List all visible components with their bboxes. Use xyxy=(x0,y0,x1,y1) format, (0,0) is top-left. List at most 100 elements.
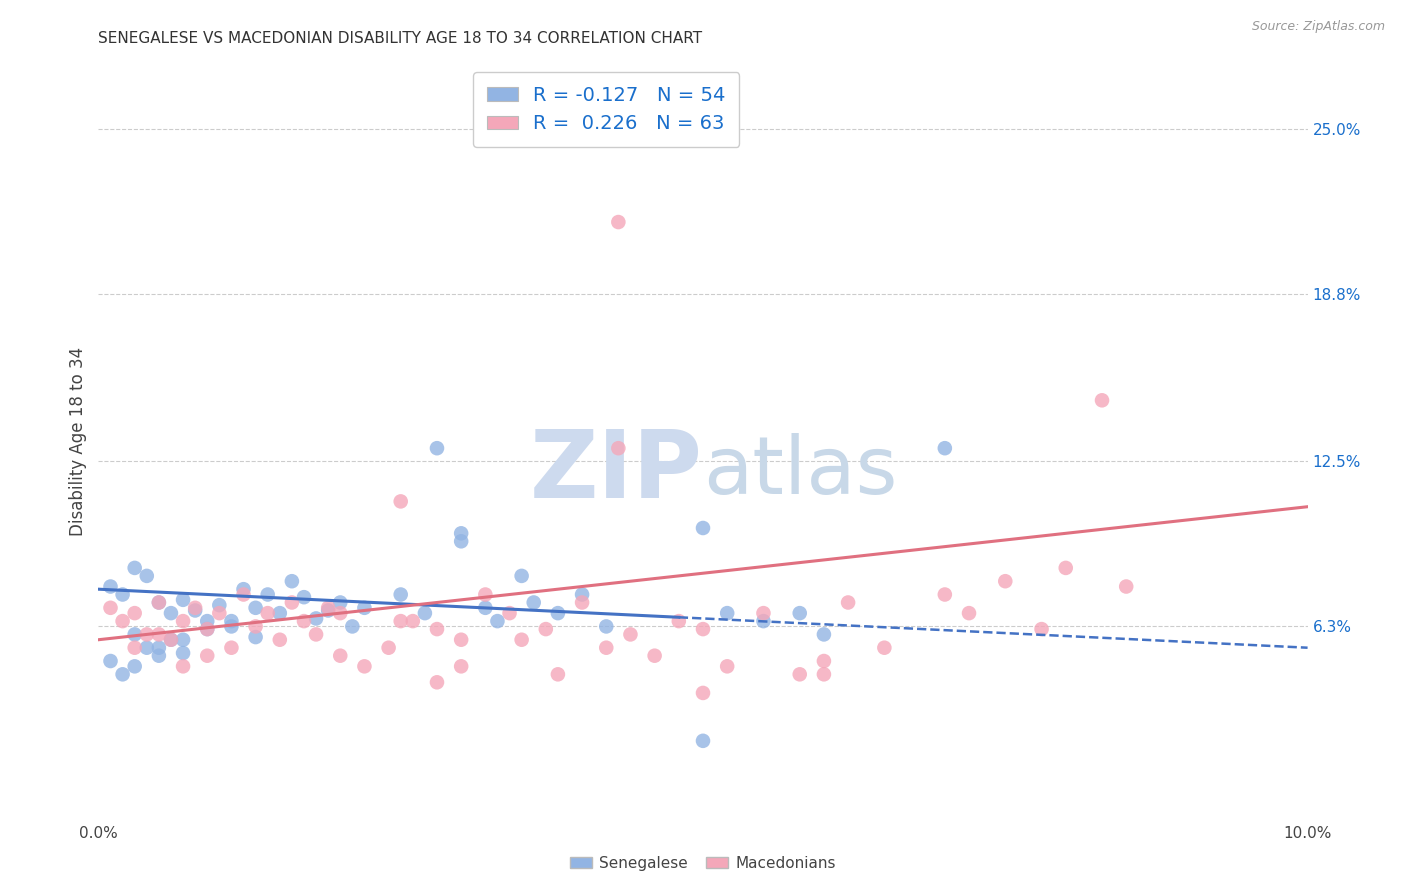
Point xyxy=(994,574,1017,589)
Point xyxy=(934,441,956,455)
Point xyxy=(160,632,183,647)
Point xyxy=(534,622,557,636)
Point xyxy=(195,648,218,663)
Point xyxy=(148,595,170,609)
Point xyxy=(789,606,811,620)
Point xyxy=(389,587,412,601)
Point xyxy=(1091,393,1114,408)
Legend: R = -0.127   N = 54, R =  0.226   N = 63: R = -0.127 N = 54, R = 0.226 N = 63 xyxy=(474,72,740,147)
Point xyxy=(510,569,533,583)
Point xyxy=(195,614,218,628)
Point xyxy=(316,603,339,617)
Point xyxy=(353,600,375,615)
Point xyxy=(148,648,170,663)
Point xyxy=(124,561,146,575)
Point xyxy=(752,606,775,620)
Point xyxy=(111,614,134,628)
Point xyxy=(644,648,666,663)
Point xyxy=(342,619,364,633)
Point xyxy=(595,619,617,633)
Point xyxy=(172,646,194,660)
Point xyxy=(305,627,328,641)
Point xyxy=(269,632,291,647)
Point xyxy=(607,441,630,455)
Point xyxy=(523,595,546,609)
Point xyxy=(100,600,122,615)
Point xyxy=(221,614,243,628)
Point xyxy=(172,614,194,628)
Point xyxy=(184,600,207,615)
Point xyxy=(813,654,835,668)
Point xyxy=(1054,561,1077,575)
Point xyxy=(329,648,352,663)
Point xyxy=(813,667,835,681)
Y-axis label: Disability Age 18 to 34: Disability Age 18 to 34 xyxy=(69,347,87,536)
Point xyxy=(389,494,412,508)
Point xyxy=(474,587,496,601)
Point xyxy=(547,667,569,681)
Point xyxy=(148,595,170,609)
Point xyxy=(221,640,243,655)
Point xyxy=(873,640,896,655)
Point xyxy=(135,569,157,583)
Point xyxy=(316,600,339,615)
Point xyxy=(389,614,412,628)
Point xyxy=(100,654,122,668)
Point xyxy=(450,526,472,541)
Point xyxy=(124,627,146,641)
Point xyxy=(571,587,593,601)
Point xyxy=(498,606,520,620)
Point xyxy=(752,614,775,628)
Point xyxy=(148,640,170,655)
Point xyxy=(426,441,449,455)
Point xyxy=(692,686,714,700)
Point xyxy=(232,587,254,601)
Point xyxy=(692,521,714,535)
Point xyxy=(716,606,738,620)
Point xyxy=(450,659,472,673)
Point xyxy=(486,614,509,628)
Point xyxy=(450,632,472,647)
Point xyxy=(547,606,569,620)
Point xyxy=(595,640,617,655)
Point xyxy=(377,640,399,655)
Point xyxy=(195,622,218,636)
Point xyxy=(692,622,714,636)
Point xyxy=(450,534,472,549)
Point xyxy=(256,606,278,620)
Point xyxy=(1031,622,1053,636)
Point xyxy=(716,659,738,673)
Legend: Senegalese, Macedonians: Senegalese, Macedonians xyxy=(564,850,842,877)
Point xyxy=(160,632,183,647)
Point xyxy=(172,659,194,673)
Point xyxy=(957,606,980,620)
Point xyxy=(269,606,291,620)
Point xyxy=(402,614,425,628)
Point xyxy=(413,606,436,620)
Point xyxy=(195,622,218,636)
Text: ZIP: ZIP xyxy=(530,425,703,518)
Point xyxy=(124,606,146,620)
Text: atlas: atlas xyxy=(703,433,897,511)
Point xyxy=(221,619,243,633)
Text: SENEGALESE VS MACEDONIAN DISABILITY AGE 18 TO 34 CORRELATION CHART: SENEGALESE VS MACEDONIAN DISABILITY AGE … xyxy=(98,31,703,46)
Point xyxy=(111,667,134,681)
Point xyxy=(426,622,449,636)
Point xyxy=(474,600,496,615)
Point xyxy=(135,627,157,641)
Point xyxy=(510,632,533,647)
Point xyxy=(135,640,157,655)
Point xyxy=(172,632,194,647)
Point xyxy=(245,630,267,644)
Point xyxy=(208,606,231,620)
Point xyxy=(692,734,714,748)
Point xyxy=(619,627,641,641)
Point xyxy=(111,587,134,601)
Point xyxy=(789,667,811,681)
Point xyxy=(292,614,315,628)
Point xyxy=(813,627,835,641)
Point xyxy=(281,595,304,609)
Point xyxy=(245,600,267,615)
Point xyxy=(329,595,352,609)
Point xyxy=(305,611,328,625)
